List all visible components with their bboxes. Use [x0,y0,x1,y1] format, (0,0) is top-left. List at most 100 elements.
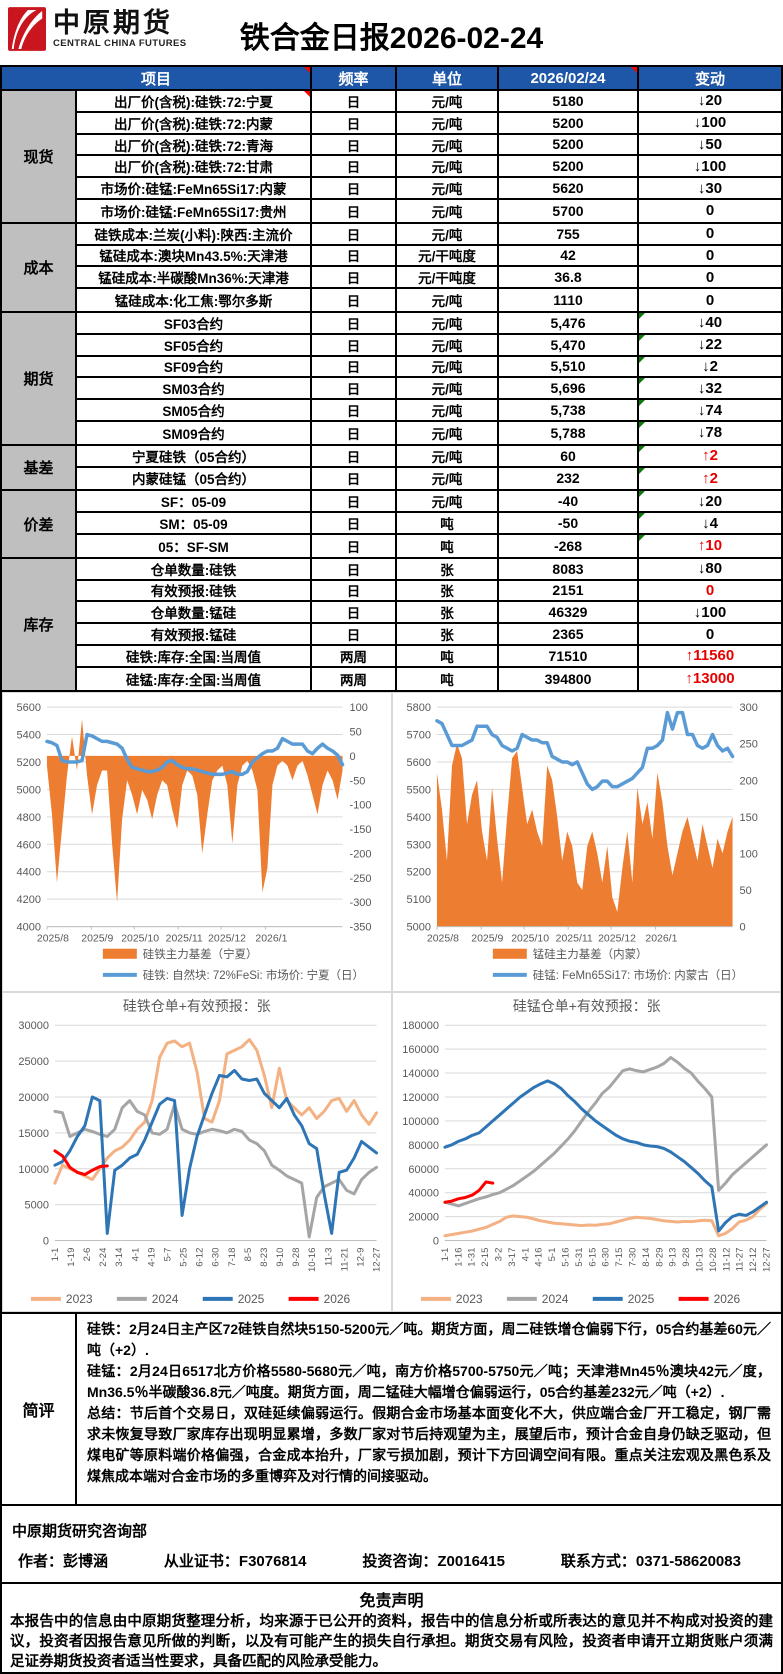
change-cell: ↓100 [693,114,727,132]
frequency-cell: 日 [312,491,397,512]
svg-text:1-1: 1-1 [439,1247,450,1261]
value-cell: 5,696 [499,378,639,399]
column-header: 变动 [694,70,725,88]
comment-lead: 硅铁： [87,1320,130,1337]
svg-text:250: 250 [739,738,757,750]
svg-text:9-10: 9-10 [275,1247,286,1266]
svg-text:6-30: 6-30 [211,1247,222,1266]
table-group: 库存 仓单数量:硅铁日张 8083 ↓80 有效预报:硅铁日张 2151 0 仓单数量:锰硅日… [2,558,781,690]
svg-text:7-15: 7-15 [614,1247,625,1266]
svg-text:2026: 2026 [324,1291,351,1305]
change-cell: ↑11560 [685,647,735,665]
svg-text:2026/1: 2026/1 [645,932,677,944]
group-rows: 仓单数量:硅铁日张 8083 ↓80 有效预报:硅铁日张 2151 0 仓单数量:锰硅日张 4… [77,558,781,690]
change-cell: ↓78 [639,421,781,444]
unit-cell: 元/吨 [397,467,499,490]
value-cell: 71510 [499,645,639,666]
svg-text:8-29: 8-29 [654,1247,665,1266]
svg-text:80000: 80000 [408,1139,439,1151]
svg-text:15000: 15000 [18,1127,49,1139]
group-rows: SF03合约日元/吨 5,476 ↓40 SF05合约日元/吨 5,470 ↓22 SF09… [77,312,781,444]
change-cell: ↓20 [639,491,781,511]
sf-basis-price-chart-canvas: 4000 4200 4400 4600 4800 5000 5200 5400 5600 -350… [17,702,372,982]
unit-cell: 张 [397,580,499,601]
change-cell: ↓50 [697,135,723,153]
frequency-cell: 日 [312,312,397,333]
svg-text:50: 50 [739,884,751,896]
svg-text:180000: 180000 [402,1020,439,1032]
frequency-cell: 日 [312,445,397,466]
footer-meta-item: 从业证书：F3076814 [163,1552,307,1570]
frequency-cell: 日 [312,156,397,177]
company-logo-text: 中原期货 CENTRAL CHINA FUTURES [53,9,187,49]
table-row: 市场价:硅锰:FeMn65Si17:贵州日元/吨 5700 0 [77,199,781,222]
svg-text:12-27: 12-27 [372,1247,383,1271]
column-header: 项目 [2,67,312,89]
svg-text:2025/12: 2025/12 [208,932,246,944]
sm-basis-price-chart: 5000 5100 5200 5300 5400 5500 5600 5700 5800 0 50 1… [391,691,781,992]
frequency-cell: 日 [312,356,397,377]
disclaimer-text: 本报告中的信息由中原期货整理分析，均来源于已公开的资料，报告中的信息分析或所表达… [10,1613,773,1670]
frequency-cell: 日 [312,400,397,420]
footer-meta: 作者：彭博涵 从业证书：F3076814 投资咨询：Z0016415 联系方式：037… [12,1550,771,1571]
svg-text:2023: 2023 [66,1291,93,1305]
change-cell: 0 [705,291,715,309]
svg-text:12-12: 12-12 [748,1247,759,1271]
table-group: 现货 出厂价(含税):硅铁:72:宁夏日元/吨 5180 ↓20 出厂价(含税):硅铁:… [2,91,781,224]
change-cell: ↓32 [639,378,781,398]
table-row: SF：05-09 日元/吨 -40 ↓20 [77,491,781,514]
unit-cell: 张 [397,602,499,623]
svg-text:8-23: 8-23 [259,1247,270,1266]
company-logo: 中原期货 CENTRAL CHINA FUTURES [8,6,186,52]
unit-cell: 张 [397,558,499,579]
svg-text:160000: 160000 [402,1044,439,1056]
change-cell: ↓100 [693,157,727,175]
group-rows: 硅铁成本:兰炭(小料):陕西:主流价日元/吨 755 0 锰硅成本:澳块Mn43.5%… [77,223,781,311]
svg-text:-150: -150 [350,824,372,836]
group-label: 成本 [2,223,77,311]
svg-text:5700: 5700 [406,729,430,741]
svg-text:2025/11: 2025/11 [555,932,592,944]
value-cell: -268 [499,534,639,557]
change-cell: 0 [705,225,715,243]
value-cell: 42 [499,245,639,266]
unit-cell: 吨 [397,534,499,557]
unit-cell: 元/吨 [397,289,499,311]
frequency-cell: 日 [312,624,397,644]
item-cell: SF：05-09 [77,491,312,512]
table-row: 出厂价(含税):硅铁:72:宁夏日元/吨 5180 ↓20 [77,91,781,113]
table-row: 出厂价(含税):硅铁:72:内蒙日元/吨 5200 ↓100 [77,112,781,135]
item-cell: 硅铁成本:兰炭(小料):陕西:主流价 [77,223,312,244]
svg-text:9-28: 9-28 [291,1247,302,1266]
value-cell: 5,476 [499,312,639,333]
svg-text:1-19: 1-19 [66,1247,77,1266]
value-cell: 5180 [499,91,639,111]
unit-cell: 元/干吨度 [397,245,499,266]
svg-text:5400: 5400 [406,811,430,823]
svg-text:12-9: 12-9 [355,1247,366,1266]
svg-text:硅铁仓单+有效预报：张: 硅铁仓单+有效预报：张 [123,998,271,1014]
svg-text:5-7: 5-7 [163,1247,174,1261]
item-cell: 有效预报:锰硅 [77,624,312,644]
table-row: 市场价:硅锰:FeMn65Si17:内蒙日元/吨 5620 ↓30 [77,178,781,200]
group-label: 现货 [2,91,77,222]
change-cell: ↓80 [697,560,723,578]
unit-cell: 元/吨 [397,445,499,466]
item-cell: 硅铁:库存:全国:当周值 [77,645,312,666]
svg-text:5200: 5200 [17,756,41,768]
comment-paragraph: 硅锰：2月24日6517北方价格5580-5680元／吨，南方价格5700-57… [87,1362,772,1400]
value-cell: 2151 [499,580,639,601]
svg-text:7-30: 7-30 [627,1247,638,1266]
svg-text:50: 50 [350,726,362,738]
svg-text:4000: 4000 [17,921,41,933]
svg-text:5100: 5100 [406,894,430,906]
svg-text:10-13: 10-13 [694,1247,705,1271]
svg-text:5-16: 5-16 [560,1247,571,1266]
group-label: 库存 [2,558,77,690]
company-name-en: CENTRAL CHINA FUTURES [53,37,187,49]
svg-text:30000: 30000 [18,1020,49,1032]
unit-cell: 元/吨 [397,112,499,133]
svg-text:6-12: 6-12 [195,1247,206,1266]
svg-text:2025: 2025 [238,1291,265,1305]
